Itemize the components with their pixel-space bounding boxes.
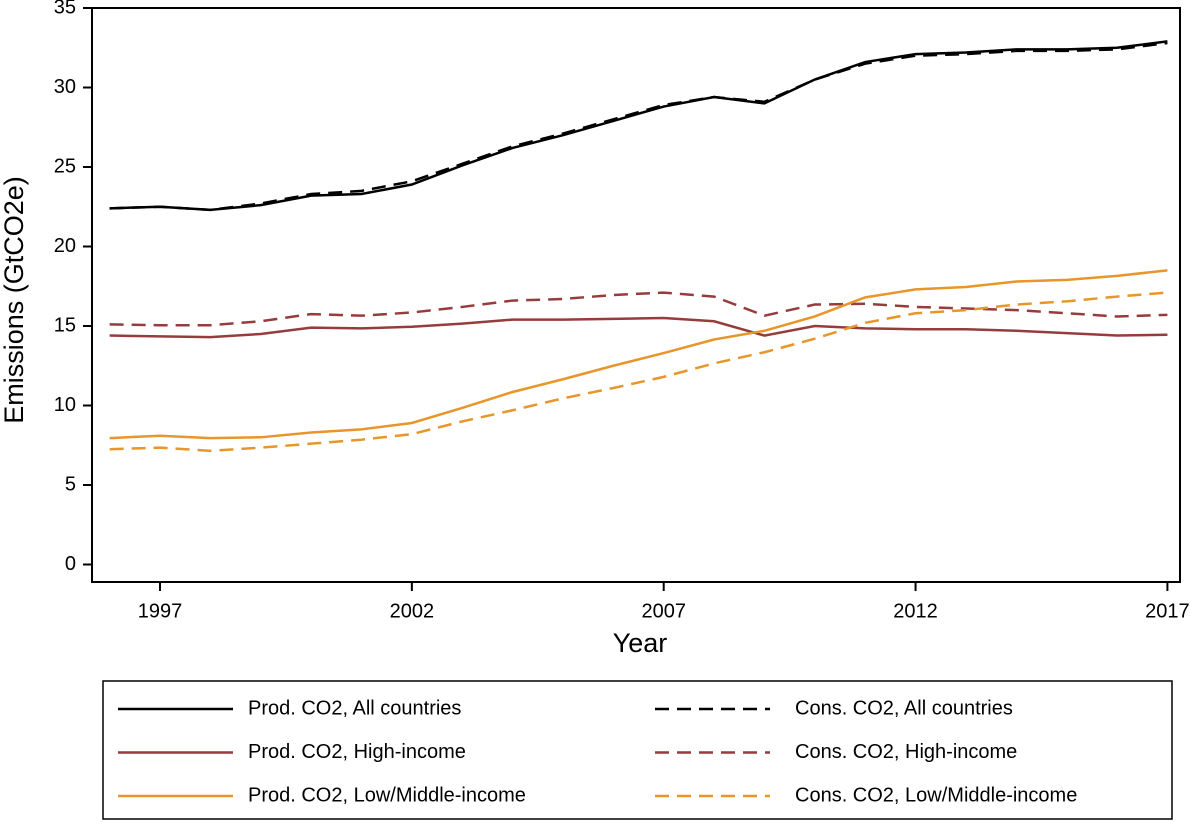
- series-line: [109, 269, 1168, 440]
- y-tick-label: 0: [65, 553, 76, 575]
- y-tick-label: 30: [54, 76, 76, 98]
- legend-box: [102, 680, 1173, 820]
- y-tick-label: 10: [54, 394, 76, 416]
- plot-frame: [91, 7, 1181, 583]
- legend-label: Cons. CO2, High-income: [795, 741, 1017, 763]
- y-tick-label: 5: [65, 473, 76, 495]
- x-tick-label: 2002: [390, 600, 435, 622]
- x-tick-label: 2017: [1145, 600, 1190, 622]
- x-tick-label: 2007: [641, 600, 686, 622]
- series-line: [109, 41, 1168, 212]
- legend-label: Cons. CO2, All countries: [795, 697, 1013, 719]
- y-tick-label: 15: [54, 314, 76, 336]
- series-line: [109, 316, 1168, 339]
- legend-label: Prod. CO2, Low/Middle-income: [248, 784, 526, 806]
- series-line: [109, 291, 1168, 327]
- x-axis-title: Year: [613, 628, 668, 658]
- x-tick-label: 1997: [138, 600, 183, 622]
- y-axis-title: Emissions (GtCO2e): [0, 176, 29, 424]
- legend-label: Prod. CO2, High-income: [248, 741, 466, 763]
- y-tick-label: 35: [54, 0, 76, 18]
- x-tick-label: 2012: [893, 600, 938, 622]
- series-line: [109, 291, 1168, 453]
- y-tick-label: 25: [54, 155, 76, 177]
- series-line: [109, 40, 1168, 212]
- legend-label: Cons. CO2, Low/Middle-income: [795, 784, 1077, 806]
- y-tick-label: 20: [54, 235, 76, 257]
- legend-label: Prod. CO2, All countries: [248, 697, 461, 719]
